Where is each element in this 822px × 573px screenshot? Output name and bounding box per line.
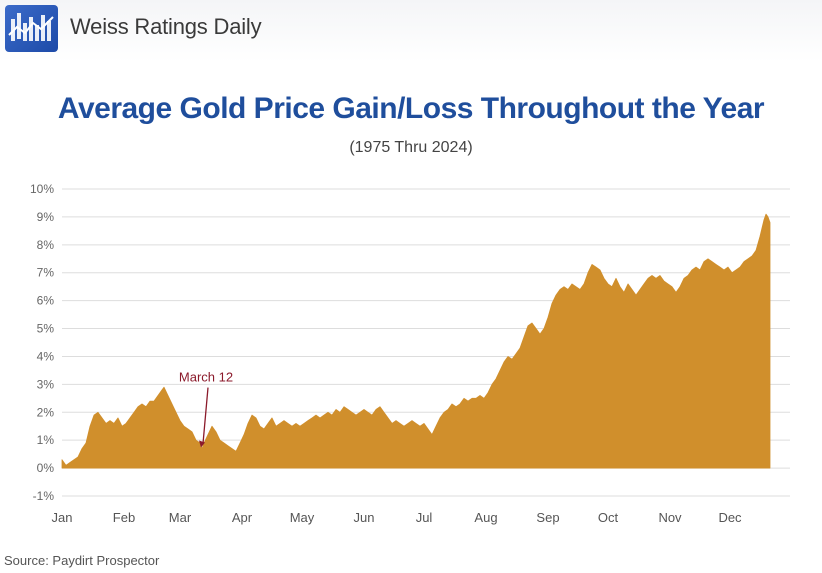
annotation-label: March 12 [179,370,233,385]
x-tick-label: Apr [232,510,253,525]
y-tick-label: 9% [37,210,55,224]
annotation-arrow-head [199,440,205,448]
series-area [61,213,771,469]
x-tick-label: Jul [416,510,433,525]
y-tick-label: 3% [37,377,55,391]
x-tick-label: Feb [113,510,135,525]
brand-name: Weiss Ratings Daily [70,14,262,39]
x-tick-label: Mar [169,510,192,525]
source-note: Source: Paydirt Prospector [4,553,160,568]
y-tick-label: 0% [37,461,55,475]
x-tick-label: Jan [52,510,73,525]
y-tick-label: 1% [37,433,55,447]
x-tick-label: Aug [474,510,497,525]
x-tick-label: Nov [658,510,682,525]
gold-price-chart: -1% 0% 1% 2% 3% 4% 5% 6% 7% 8% 9% 10% Jan Feb Mar Apr Ma… [30,182,790,525]
y-tick-label: 2% [37,405,55,419]
weiss-logo-icon [5,5,58,52]
y-tick-label: 5% [37,322,55,336]
y-tick-label: -1% [33,489,55,503]
y-tick-label: 7% [37,266,55,280]
y-tick-label: 10% [30,182,54,196]
y-tick-label: 6% [37,294,55,308]
x-tick-label: May [290,510,315,525]
annotation-arrow-line [202,387,209,444]
header-band [0,0,822,62]
chart-title: Average Gold Price Gain/Loss Throughout … [57,92,765,125]
x-tick-label: Dec [718,510,742,525]
y-tick-label: 4% [37,349,55,363]
chart-subtitle: (1975 Thru 2024) [349,139,473,156]
x-tick-label: Sep [536,510,559,525]
x-tick-label: Jun [354,510,375,525]
y-tick-label: 8% [37,238,55,252]
x-tick-label: Oct [598,510,619,525]
